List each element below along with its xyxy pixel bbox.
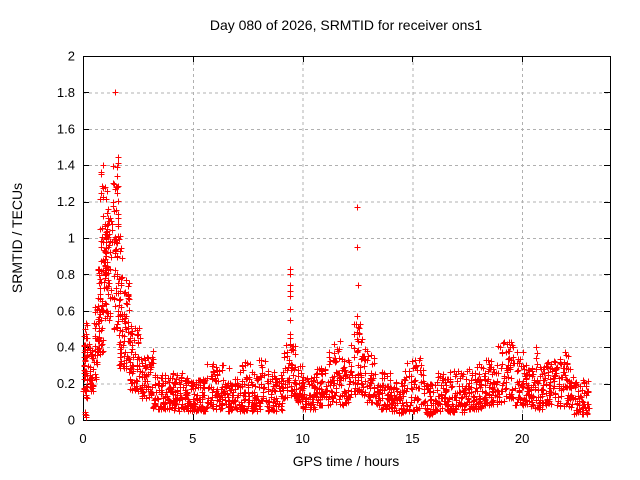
y-tick-label: 1 bbox=[68, 231, 75, 246]
x-tick-label: 15 bbox=[405, 431, 419, 446]
y-tick-label: 2 bbox=[68, 49, 75, 64]
x-axis-label: GPS time / hours bbox=[293, 453, 400, 469]
data-points bbox=[80, 89, 593, 421]
y-tick-label: 0.4 bbox=[57, 340, 75, 355]
y-tick-label: 1.8 bbox=[57, 85, 75, 100]
gridlines bbox=[83, 56, 610, 420]
axes bbox=[83, 56, 611, 421]
x-tick-label: 0 bbox=[79, 431, 86, 446]
srmtid-point-cloud bbox=[80, 89, 593, 421]
x-tick-label: 20 bbox=[515, 431, 529, 446]
y-tick-label: 1.2 bbox=[57, 194, 75, 209]
y-tick-label: 0.6 bbox=[57, 303, 75, 318]
y-tick-label: 1.4 bbox=[57, 158, 75, 173]
x-tick-label: 10 bbox=[295, 431, 309, 446]
y-tick-label: 0 bbox=[68, 413, 75, 428]
chart-title: Day 080 of 2026, SRMTID for receiver ons… bbox=[210, 17, 483, 33]
y-axis-label: SRMTID / TECUs bbox=[9, 183, 25, 293]
tick-labels: 0 5 10 15 20 0 0.2 0.4 0.6 0.8 1 1.2 1.4 1.6 1.8 2 bbox=[57, 49, 529, 447]
y-tick-label: 1.6 bbox=[57, 121, 75, 136]
y-tick-label: 0.8 bbox=[57, 267, 75, 282]
x-tick-label: 5 bbox=[189, 431, 196, 446]
y-tick-label: 0.2 bbox=[57, 376, 75, 391]
